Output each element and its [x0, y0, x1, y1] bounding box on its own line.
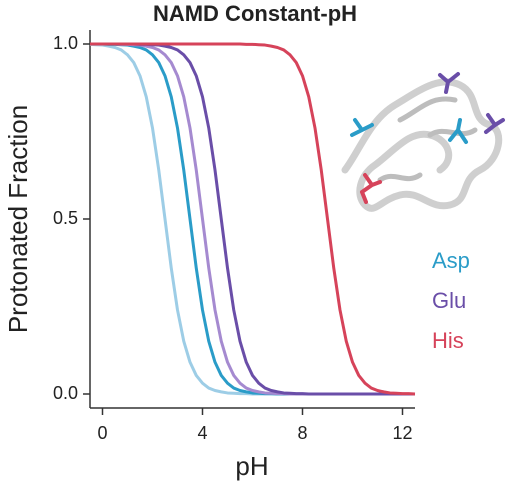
x-tick-label: 12 — [392, 423, 412, 443]
y-tick-label: 0.0 — [53, 383, 78, 403]
y-tick-label: 1.0 — [53, 33, 78, 53]
x-tick-label: 8 — [297, 423, 307, 443]
titration-curve — [90, 42, 416, 396]
chart-title: NAMD Constant-pH — [153, 1, 357, 26]
protein-illustration — [341, 72, 505, 212]
legend-label: Asp — [432, 248, 470, 273]
legend-label: Glu — [432, 288, 466, 313]
x-tick-label: 4 — [197, 423, 207, 443]
titration-curve — [90, 42, 415, 396]
legend-label: His — [432, 328, 464, 353]
titration-curve — [90, 42, 415, 396]
x-axis-label: pH — [235, 451, 268, 481]
y-axis-label: Protonated Fraction — [3, 105, 33, 333]
titration-curve — [90, 42, 415, 396]
x-tick-label: 0 — [97, 423, 107, 443]
y-tick-label: 0.5 — [53, 208, 78, 228]
titration-curve — [89, 42, 415, 396]
